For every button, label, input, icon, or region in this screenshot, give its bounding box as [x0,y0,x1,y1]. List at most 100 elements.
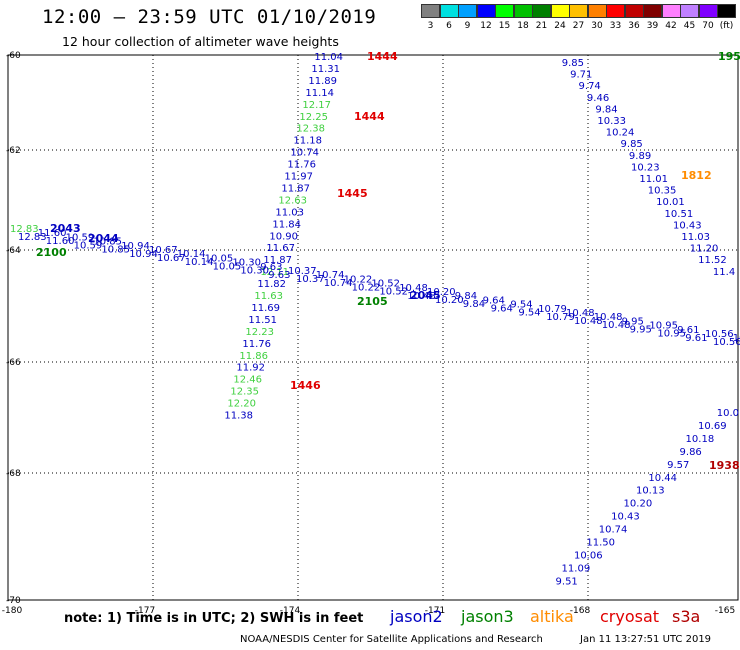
wave-height-label: 10.90 [269,231,298,242]
wave-height-label: 10.20 [427,287,456,298]
wave-height-label: 10.59 [66,232,95,243]
legend-label: 3 [427,21,434,31]
wave-height-label: 10.48 [399,283,428,294]
wave-height-label: 10.33 [597,116,626,127]
wave-height-label: 10.05 [205,253,234,264]
wave-height-label: 12.38 [296,124,325,135]
pass-time-label: 2043 [50,222,81,235]
lat-tick-label: -70 [6,596,21,606]
wave-height-label: 9.61 [685,333,707,344]
wave-height-label: 11.89 [308,76,337,87]
wave-height-label: 11.87 [281,183,310,194]
wave-height-label: 10.37 [296,274,325,285]
wave-height-label: 9.63 [260,262,282,273]
wave-height-label: 10.05 [213,261,242,272]
wave-height-label: 9.64 [483,295,505,306]
wave-height-label: 10.30 [240,266,269,277]
wave-height-label: 11.69 [251,303,280,314]
lat-tick-label: -64 [6,246,21,256]
wave-height-label: 11.50 [586,538,615,549]
wave-height-label: 11.97 [284,172,313,183]
legend-label: 45 [683,21,696,31]
wave-height-label: 10.74 [324,278,353,289]
pass-time-label: 1444 [354,110,385,123]
pass-time-label: 2044 [88,232,119,245]
wave-height-label: 10.43 [673,220,702,231]
wave-height-label: 10.85 [101,245,130,256]
wave-height-label: 10.48 [566,308,595,319]
wave-height-label: 9.74 [579,81,601,92]
wave-height-label: 12.11 [260,267,289,278]
wave-height-label: 12.23 [245,327,274,338]
wave-height-label: 11.18 [293,136,322,147]
wave-height-label: 9.84 [595,104,617,115]
legend-label: 15 [498,21,511,31]
pass-time-label: 1445 [337,187,368,200]
pass-time-label: 1444 [367,50,398,63]
wave-height-label: 12.25 [299,112,328,123]
wave-height-label: 10.67 [157,253,186,264]
wave-height-label: 10.52 [379,287,408,298]
wave-height-label: 11.92 [236,363,265,374]
lon-tick-label: -174 [280,606,301,616]
axis-labels: -180 -177 -174 -171 -168 -165 -60 -62 -64 -66 -68 -… [2,51,735,616]
wave-height-label: 10.43 [611,512,640,523]
map-title: 12:00 — 23:59 UTC 01/10/2019 [42,6,377,28]
wave-height-label: 11.52 [698,255,727,266]
wave-height-label: 11.04 [314,52,343,63]
pass-times: 1444 1444 1445 1446 1812 1938 195 2043 2044 2045 2… [36,50,740,472]
wave-height-label: 10.56 [713,337,740,348]
legend-cryosat: cryosat [600,607,660,626]
wave-height-label: 12.20 [227,399,256,410]
wave-height-label: 9.89 [629,151,651,162]
pass-time-label: 2105 [357,295,388,308]
wave-height-label: 9.57 [667,460,689,471]
wave-height-label: 12.83 [10,224,39,235]
wave-height-label: 9.51 [556,576,578,587]
timestamp: Jan 11 13:27:51 UTC 2019 [580,634,712,645]
wave-height-label: 9.71 [570,70,592,81]
wave-height-label: 12.17 [302,100,331,111]
wave-height-label: 10.94 [129,249,158,260]
wave-height-label: 11.4 [713,267,735,278]
wave-height-label: 10.85 [93,237,122,248]
wave-height-label: 12.46 [233,375,262,386]
wave-height-label: 9.95 [630,324,652,335]
wave-height-label: 11.51 [248,315,277,326]
map-subtitle: 12 hour collection of altimeter wave hei… [62,34,339,49]
wave-height-label: 10.79 [546,312,575,323]
wave-height-label: 9.64 [491,303,513,314]
wave-height-label: 10.44 [648,473,677,484]
lat-tick-label: -68 [6,469,21,479]
map-frame [7,54,739,601]
wave-height-label: 12.83 [18,232,47,243]
lon-tick-label: -165 [715,606,735,616]
legend-label: 33 [609,21,622,31]
wave-height-label: 9.46 [587,93,609,104]
legend-jason2: jason2 [390,607,443,626]
legend-label: 21 [535,21,548,31]
wave-height-label: 10.56 [705,329,734,340]
wave-height-label: 11.09 [562,563,591,574]
wave-height-label: 11.60 [38,228,67,239]
wave-height-label: 10.52 [371,279,400,290]
wave-height-label: 9.84 [463,299,485,310]
legend-label: 39 [646,21,659,31]
wave-height-label: 9.54 [518,308,540,319]
legend-jason3: jason3 [461,607,514,626]
legend-label: 70 [702,21,714,31]
wave-height-label: 9.63 [268,270,290,281]
wave-height-label: 10.48 [407,291,436,302]
wave-height-label: 11.60 [46,236,75,247]
graticule [8,55,738,600]
wave-height-label: 9.85 [562,58,584,69]
wave-height-label: 9.84 [455,291,477,302]
wave-height-label: 10.48 [594,312,623,323]
wave-height-label: 11.76 [242,339,271,350]
pass-time-label: 1446 [290,379,321,392]
legend-altika: altika [530,607,574,626]
legend-label: 18 [517,21,529,31]
wave-height-label: 10.0 [717,408,739,419]
pass-time-label: 1812 [681,169,712,182]
altimeter-tracks: 11.0411.3111.8911.1412.1712.2512.3811.18… [10,52,740,587]
